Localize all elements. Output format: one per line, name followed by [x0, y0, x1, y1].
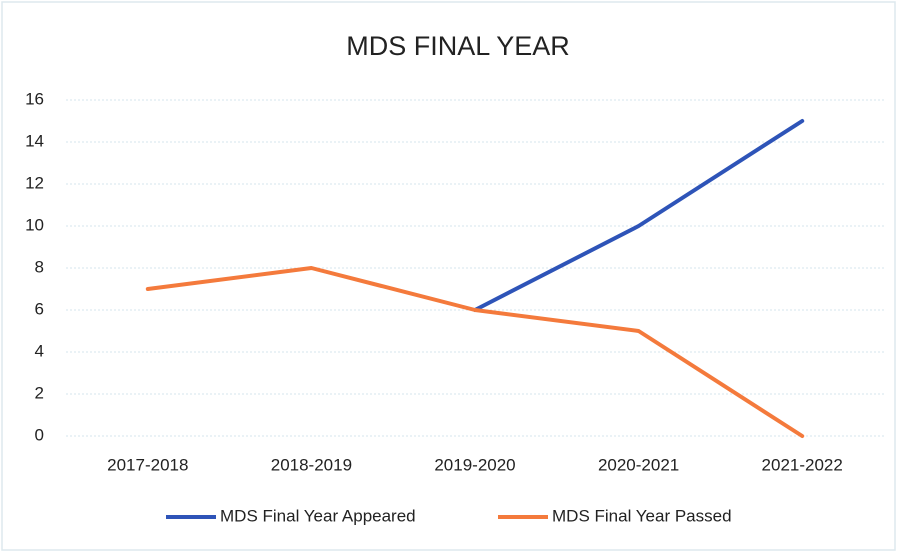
x-tick-label: 2019-2020 — [434, 455, 515, 474]
chart-title: MDS FINAL YEAR — [346, 31, 570, 61]
legend-label: MDS Final Year Passed — [552, 506, 732, 525]
series-line — [145, 266, 805, 438]
x-tick-label: 2021-2022 — [762, 455, 843, 474]
x-tick-label: 2018-2019 — [271, 455, 352, 474]
x-tick-label: 2017-2018 — [107, 455, 188, 474]
legend-label: MDS Final Year Appeared — [220, 506, 416, 525]
y-tick-label: 10 — [25, 215, 44, 234]
y-tick-label: 12 — [25, 173, 44, 192]
y-tick-label: 4 — [35, 341, 44, 360]
x-tick-label: 2020-2021 — [598, 455, 679, 474]
y-tick-label: 14 — [25, 131, 44, 150]
y-tick-label: 0 — [35, 425, 44, 444]
y-tick-label: 16 — [25, 89, 44, 108]
y-tick-label: 6 — [35, 299, 44, 318]
series-line — [473, 119, 805, 312]
y-tick-label: 8 — [35, 257, 44, 276]
y-tick-label: 2 — [35, 383, 44, 402]
